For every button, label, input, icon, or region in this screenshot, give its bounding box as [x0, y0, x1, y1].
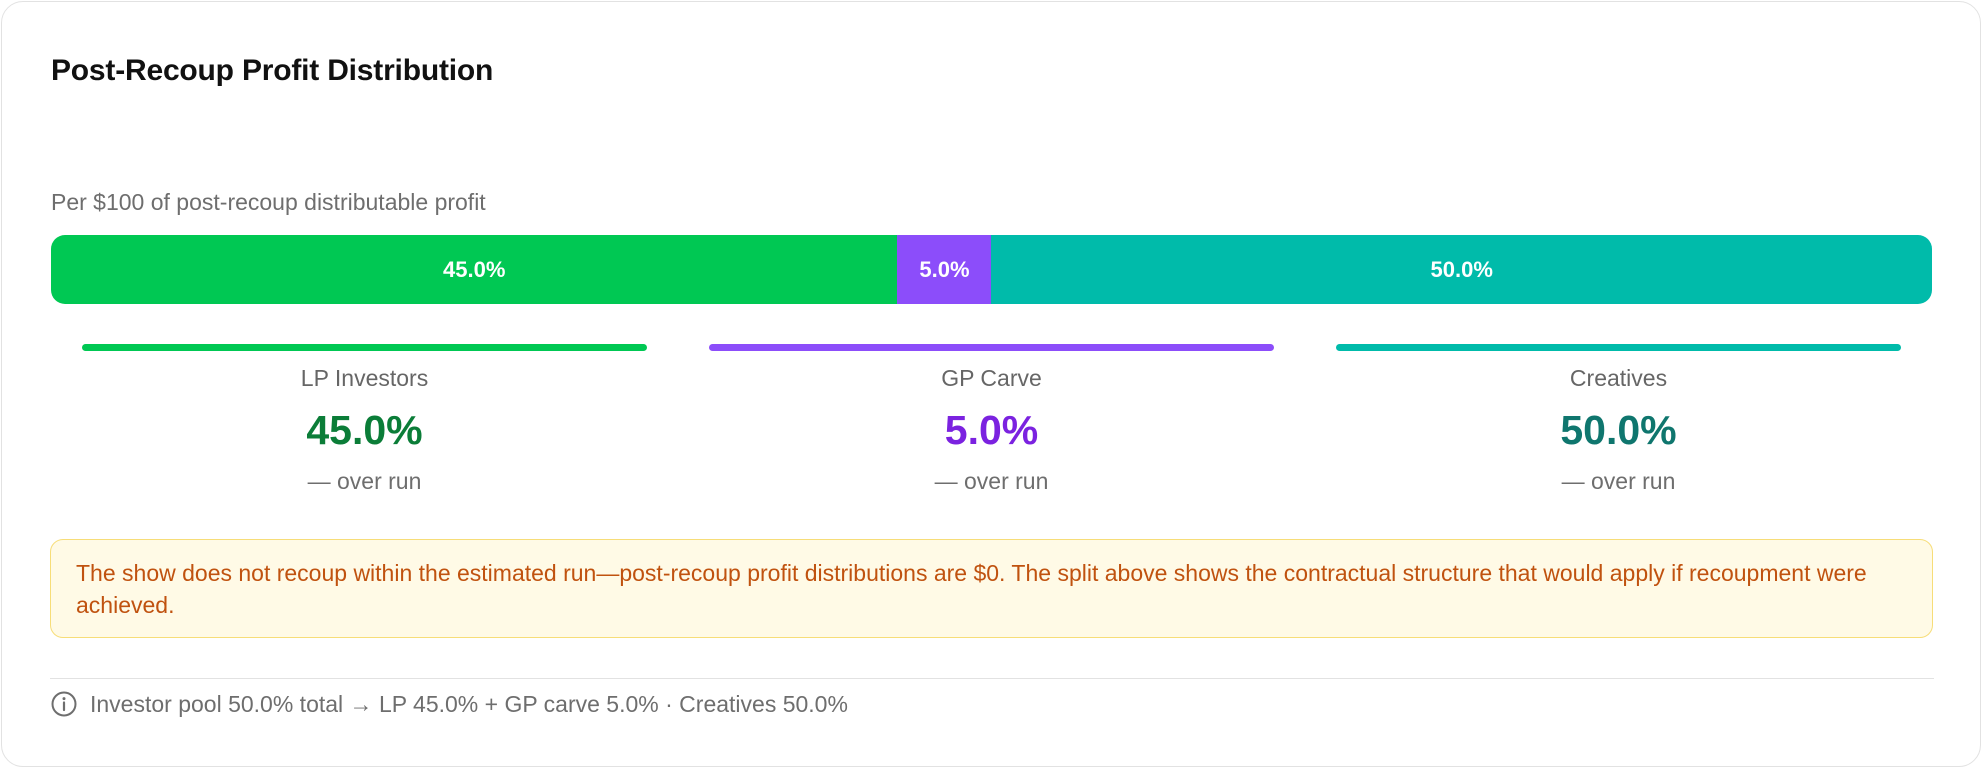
bar-segment-gp-carve: 5.0%: [897, 235, 992, 304]
info-icon: [50, 690, 78, 718]
breakdown-lp-investors: LP Investors 45.0% — over run: [51, 344, 678, 495]
color-line: [82, 344, 647, 351]
breakdown-label: GP Carve: [941, 365, 1042, 391]
footer-note: Investor pool 50.0% total → LP 45.0% + G…: [50, 690, 848, 718]
breakdown-sub: — over run: [307, 468, 422, 494]
recoup-warning: The show does not recoup within the esti…: [50, 539, 1933, 638]
card-subtitle: Per $100 of post-recoup distributable pr…: [51, 189, 486, 215]
breakdown-columns: LP Investors 45.0% — over run GP Carve 5…: [51, 344, 1932, 495]
breakdown-value: 45.0%: [306, 407, 423, 453]
card-title: Post-Recoup Profit Distribution: [51, 54, 494, 87]
breakdown-creatives: Creatives 50.0% — over run: [1305, 344, 1932, 495]
breakdown-value: 50.0%: [1560, 407, 1677, 453]
bar-segment-creatives: 50.0%: [991, 235, 1932, 304]
bar-segment-lp-investors: 45.0%: [51, 235, 898, 304]
breakdown-label: Creatives: [1569, 365, 1668, 391]
breakdown-sub: — over run: [934, 468, 1049, 494]
breakdown-value: 5.0%: [944, 407, 1039, 453]
divider: [50, 678, 1934, 679]
breakdown-sub: — over run: [1561, 468, 1676, 494]
breakdown-gp-carve: GP Carve 5.0% — over run: [678, 344, 1305, 495]
breakdown-label: LP Investors: [300, 365, 429, 391]
distribution-bar: 45.0% 5.0% 50.0%: [51, 235, 1932, 304]
color-line: [709, 344, 1274, 351]
color-line: [1336, 344, 1901, 351]
footer-text: Investor pool 50.0% total → LP 45.0% + G…: [90, 690, 848, 717]
